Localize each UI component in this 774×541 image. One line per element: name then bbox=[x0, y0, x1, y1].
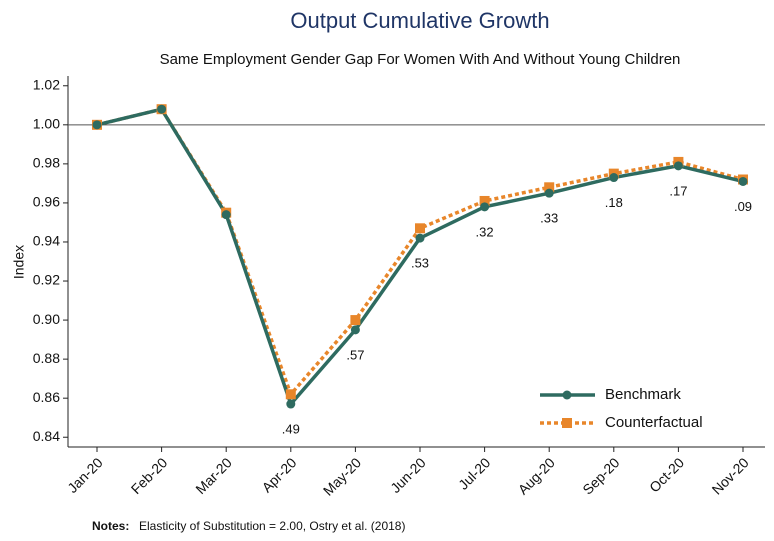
x-tick-label: Aug-20 bbox=[515, 454, 558, 497]
y-tick-label: 0.94 bbox=[33, 233, 60, 249]
data-point bbox=[415, 223, 425, 234]
data-point bbox=[738, 176, 748, 186]
note-label: Notes: bbox=[92, 519, 129, 533]
x-tick-label: Oct-20 bbox=[646, 454, 687, 495]
data-point bbox=[221, 210, 231, 220]
data-point bbox=[673, 161, 683, 171]
y-tick-label: 0.88 bbox=[33, 350, 60, 366]
data-point bbox=[544, 188, 554, 198]
point-label: .33 bbox=[540, 211, 558, 226]
x-tick-label: Sep-20 bbox=[579, 454, 622, 497]
chart-title: Output Cumulative Growth bbox=[290, 8, 549, 33]
y-tick-label: 0.84 bbox=[33, 428, 60, 444]
point-label: .57 bbox=[346, 347, 364, 362]
x-tick-label: Mar-20 bbox=[192, 454, 235, 497]
x-tick-label: Jul-20 bbox=[455, 454, 493, 492]
legend-marker bbox=[562, 390, 572, 400]
y-tick-label: 0.96 bbox=[33, 194, 60, 210]
x-tick-label: Apr-20 bbox=[259, 454, 300, 495]
legend-label: Benchmark bbox=[605, 386, 681, 403]
y-tick-label: 0.92 bbox=[33, 272, 60, 288]
x-tick-label: May-20 bbox=[320, 454, 364, 498]
point-label: .32 bbox=[476, 224, 494, 239]
legend-marker bbox=[562, 418, 572, 428]
data-point bbox=[609, 173, 619, 183]
y-tick-label: 0.98 bbox=[33, 155, 60, 171]
y-tick-label: 1.00 bbox=[33, 116, 60, 132]
x-tick-label: Feb-20 bbox=[128, 454, 171, 497]
x-tick-label: Jan-20 bbox=[64, 454, 106, 496]
data-point bbox=[286, 399, 296, 409]
y-axis-label: Index bbox=[11, 245, 27, 279]
data-point bbox=[350, 325, 360, 335]
y-tick-label: 1.02 bbox=[33, 76, 60, 92]
data-point bbox=[92, 120, 102, 130]
point-label: .49 bbox=[282, 421, 300, 436]
data-point bbox=[415, 233, 425, 243]
point-label: .09 bbox=[734, 199, 752, 214]
point-label: .17 bbox=[669, 183, 687, 198]
x-tick-label: Nov-20 bbox=[709, 454, 752, 497]
data-point bbox=[544, 182, 555, 193]
x-tick-label: Jun-20 bbox=[387, 454, 429, 496]
data-point bbox=[157, 104, 167, 114]
legend-label: Counterfactual bbox=[605, 414, 703, 431]
data-point bbox=[285, 389, 296, 400]
data-point bbox=[480, 202, 490, 212]
y-tick-label: 0.90 bbox=[33, 311, 60, 327]
point-label: .53 bbox=[411, 256, 429, 271]
note-text: Elasticity of Substitution = 2.00, Ostry… bbox=[139, 519, 405, 533]
data-point bbox=[479, 195, 490, 206]
chart-subtitle: Same Employment Gender Gap For Women Wit… bbox=[160, 51, 681, 68]
series-line bbox=[96, 107, 744, 398]
data-point bbox=[350, 315, 361, 326]
point-label: .18 bbox=[605, 195, 623, 210]
y-tick-label: 0.86 bbox=[33, 389, 60, 405]
